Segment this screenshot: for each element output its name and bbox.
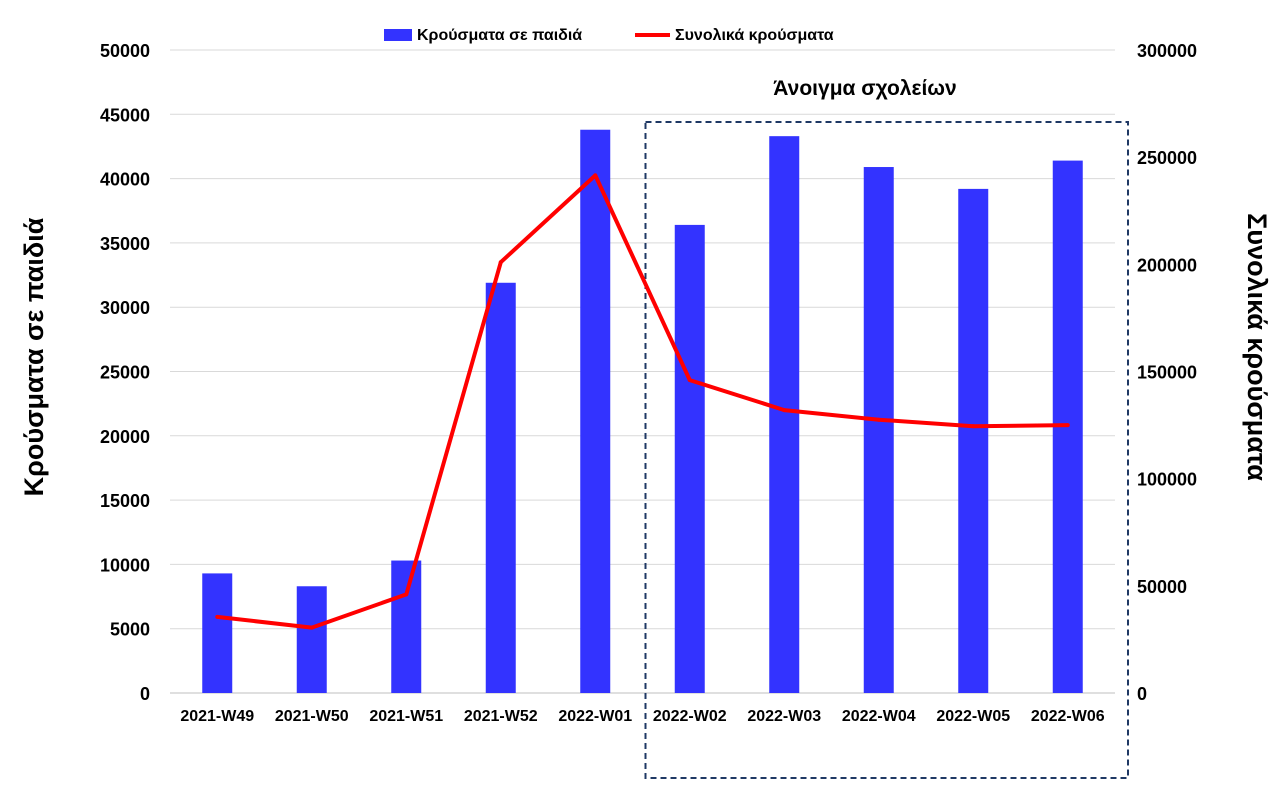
left-axis-title: Κρούσματα σε παιδιά <box>19 217 49 496</box>
left-tick-label: 45000 <box>100 105 150 125</box>
line-point <box>687 378 692 383</box>
bar <box>958 188 989 693</box>
right-tick-label: 200000 <box>1137 255 1197 275</box>
right-axis-ticks: 0 50000 100000 150000 200000 250000 300000 <box>1137 41 1197 704</box>
bar <box>391 560 422 693</box>
x-tick-label: 2022-W06 <box>1031 708 1105 725</box>
legend-label-bar: Κρούσματα σε παιδιά <box>417 27 582 44</box>
left-axis-ticks: 0 5000 10000 15000 20000 25000 30000 35000 40000… <box>100 41 150 704</box>
bar <box>580 129 611 693</box>
line-point <box>498 260 503 265</box>
line-point <box>1065 423 1070 428</box>
annotation-label: Άνοιγμα σχολείων <box>773 77 956 100</box>
left-tick-label: 25000 <box>100 363 150 383</box>
bar <box>485 282 516 693</box>
x-tick-label: 2022-W02 <box>653 708 727 725</box>
left-tick-label: 15000 <box>100 491 150 511</box>
legend-label-line: Συνολικά κρούσματα <box>675 27 834 44</box>
line-path <box>217 173 1068 630</box>
x-tick-label: 2022-W03 <box>747 708 821 725</box>
left-tick-label: 40000 <box>100 170 150 190</box>
bar <box>202 573 233 693</box>
x-tick-label: 2022-W05 <box>936 708 1010 725</box>
left-tick-label: 20000 <box>100 427 150 447</box>
bar <box>674 224 705 693</box>
bar <box>769 136 800 694</box>
annotation-rect <box>644 121 1129 779</box>
left-tick-label: 50000 <box>100 41 150 61</box>
right-tick-label: 50000 <box>1137 577 1187 597</box>
x-tick-label: 2021-W49 <box>180 708 254 725</box>
bar <box>863 167 894 693</box>
line-point <box>593 173 598 178</box>
x-tick-label: 2021-W50 <box>275 708 349 725</box>
right-tick-label: 250000 <box>1137 148 1197 168</box>
right-tick-label: 0 <box>1137 684 1147 704</box>
x-tick-label: 2022-W04 <box>842 708 916 725</box>
line-point <box>971 424 976 429</box>
line-point <box>404 592 409 597</box>
bar <box>296 586 327 693</box>
x-tick-label: 2021-W52 <box>464 708 538 725</box>
left-tick-label: 10000 <box>100 555 150 575</box>
line-point <box>215 614 220 619</box>
line-point <box>309 625 314 630</box>
legend-swatch-bar <box>384 29 412 41</box>
right-tick-label: 300000 <box>1137 41 1197 61</box>
right-axis-title: Συνολικά κρούσματα <box>1242 213 1272 481</box>
x-axis-ticks: 2021-W49 2021-W50 2021-W51 2021-W52 2022-W01… <box>180 708 1104 725</box>
x-tick-label: 2022-W01 <box>558 708 632 725</box>
right-tick-label: 150000 <box>1137 363 1197 383</box>
line-point <box>782 408 787 413</box>
bar-series <box>202 129 1083 694</box>
gridlines <box>170 49 1115 694</box>
x-tick-label: 2021-W51 <box>369 708 443 725</box>
left-tick-label: 5000 <box>110 620 150 640</box>
annotation-box <box>644 121 1129 779</box>
right-tick-label: 100000 <box>1137 470 1197 490</box>
line-point <box>876 417 881 422</box>
legend: Κρούσματα σε παιδιά Συνολικά κρούσματα <box>384 27 834 44</box>
left-tick-label: 35000 <box>100 234 150 254</box>
left-tick-label: 30000 <box>100 298 150 318</box>
left-tick-label: 0 <box>140 684 150 704</box>
line-series <box>215 173 1070 630</box>
